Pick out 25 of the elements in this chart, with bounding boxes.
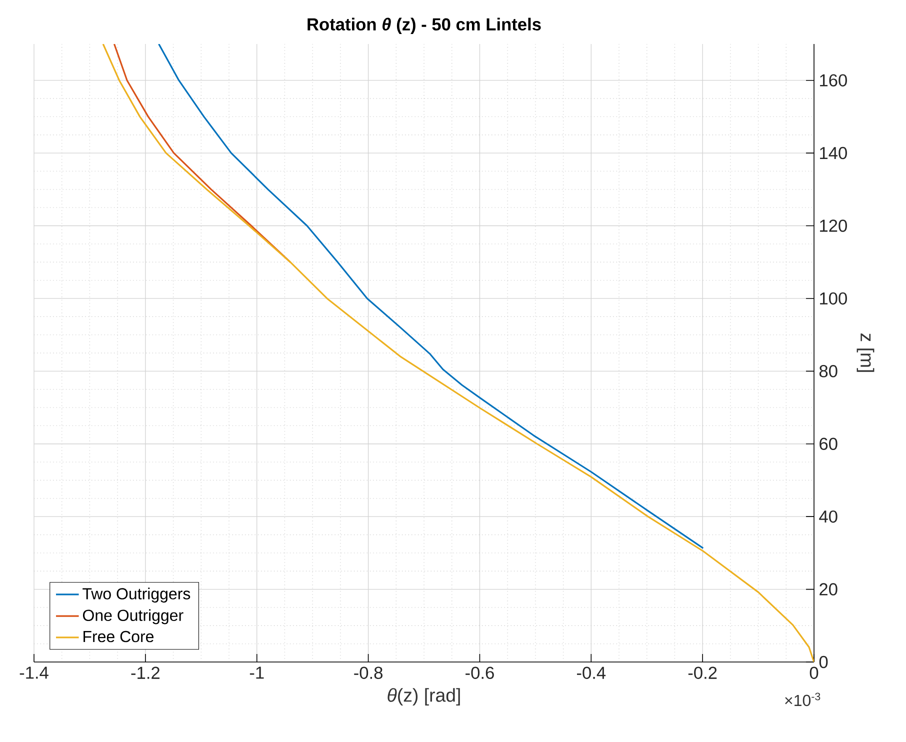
line-series [158,44,704,550]
x-tick-label: -1 [250,666,264,679]
x-tick-label: -0.6 [466,666,494,679]
x-axis-title: θ(z) [rad] [388,688,460,706]
x-tick-label: -1.4 [20,666,48,679]
y-tick-label: 40 [819,510,838,523]
x-tick-label: -1.2 [131,666,160,679]
legend-label: One Outrigger [82,609,184,624]
y-tick-label: 20 [820,583,838,596]
legend-label: Two Outriggers [82,588,190,603]
x-tick-label: -0.8 [354,666,382,679]
chart-title: Rotation θ (z) - 50 cm Lintels [308,18,541,34]
y-tick-label: 120 [820,220,847,232]
y-tick-label: 0 [819,656,828,668]
y-tick-label: 80 [819,365,838,378]
text: ×10$^{-3}$ [785,692,820,706]
y-tick-label: 60 [820,438,838,450]
y-axis-title: z [m] [856,334,874,372]
y-tick-label: 100 [820,292,847,305]
y-tick-label: 140 [820,146,847,160]
x-tick-label: -0.4 [576,666,606,679]
y-tick-label: 160 [820,74,847,86]
legend-label: Free Core [84,630,154,642]
x-tick-label: 0 [810,666,818,679]
x-tick-label: -0.2 [688,666,717,679]
